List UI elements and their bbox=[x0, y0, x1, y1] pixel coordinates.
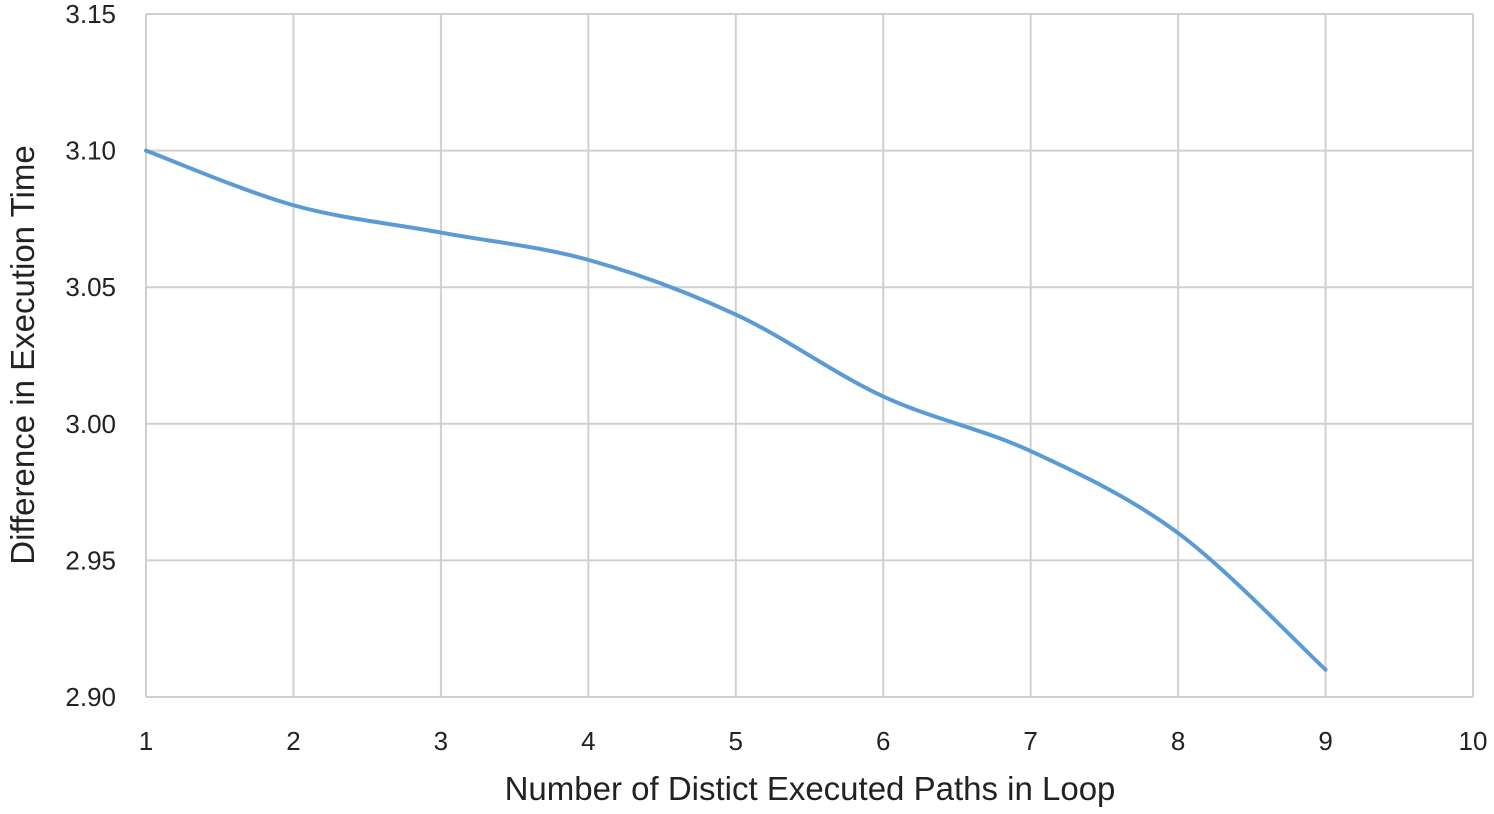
y-tick-label: 3.15 bbox=[65, 0, 116, 29]
y-tick-label: 2.95 bbox=[65, 545, 116, 575]
x-tick-label: 2 bbox=[286, 726, 300, 756]
y-axis-ticks: 2.90 2.95 3.00 3.05 3.10 3.15 bbox=[65, 0, 116, 712]
x-tick-label: 5 bbox=[729, 726, 743, 756]
x-tick-label: 4 bbox=[581, 726, 595, 756]
x-tick-label: 7 bbox=[1023, 726, 1037, 756]
y-tick-label: 3.00 bbox=[65, 409, 116, 439]
x-tick-label: 6 bbox=[876, 726, 890, 756]
y-axis-title: Difference in Execution Time bbox=[4, 145, 41, 564]
series-group bbox=[144, 148, 1328, 672]
x-tick-label: 3 bbox=[434, 726, 448, 756]
y-tick-label: 3.05 bbox=[65, 272, 116, 302]
x-tick-label: 10 bbox=[1459, 726, 1488, 756]
y-tick-label: 2.90 bbox=[65, 682, 116, 712]
x-axis-ticks: 1 2 3 4 5 6 7 8 9 10 bbox=[139, 726, 1488, 756]
grid bbox=[145, 13, 1474, 698]
series-line bbox=[144, 148, 1328, 672]
x-tick-label: 1 bbox=[139, 726, 153, 756]
x-axis-title: Number of Distict Executed Paths in Loop bbox=[505, 770, 1116, 807]
x-tick-label: 8 bbox=[1171, 726, 1185, 756]
y-tick-label: 3.10 bbox=[65, 136, 116, 166]
x-tick-label: 9 bbox=[1318, 726, 1332, 756]
